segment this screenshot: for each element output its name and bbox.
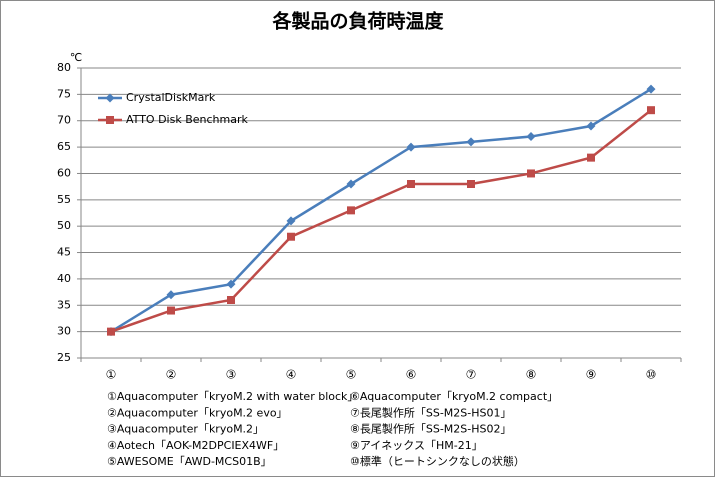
legend-marker xyxy=(105,93,115,103)
legend-label: CrystalDiskMark xyxy=(126,91,216,104)
data-point xyxy=(226,279,236,289)
y-axis-label: ℃ xyxy=(70,51,82,64)
y-tick-label: 70 xyxy=(57,114,71,127)
series-line xyxy=(110,88,652,333)
data-point xyxy=(467,180,475,188)
x-tick-label: ③ xyxy=(226,368,237,382)
x-tick-label: ⑩ xyxy=(646,368,657,382)
y-tick-label: 65 xyxy=(57,140,71,153)
x-tick-label: ⑨ xyxy=(586,368,597,382)
chart-title: 各製品の負荷時温度 xyxy=(271,10,444,33)
data-point xyxy=(167,306,175,315)
x-tick-label: ② xyxy=(166,368,177,382)
data-point xyxy=(586,121,596,131)
annotation: ①Aquacomputer「kryoM.2 with water block」 xyxy=(107,390,358,403)
annotation: ⑩標準（ヒートシンクなしの状態） xyxy=(350,454,525,468)
series-line xyxy=(110,109,652,333)
data-point xyxy=(227,296,235,304)
annotation: ⑦長尾製作所「SS-M2S-HS01」 xyxy=(350,405,512,419)
data-point xyxy=(286,216,296,226)
x-tick-label: ⑧ xyxy=(526,368,537,382)
annotation: ⑥Aquacomputer「kryoM.2 compact」 xyxy=(350,390,558,403)
annotation: ⑨アイネックス「HM-21」 xyxy=(350,439,483,452)
y-tick-label: 45 xyxy=(57,246,71,259)
data-point xyxy=(287,232,295,241)
y-tick-label: 35 xyxy=(57,298,71,311)
data-point xyxy=(347,206,355,215)
x-tick-label: ① xyxy=(106,368,117,382)
x-tick-label: ⑦ xyxy=(466,368,477,382)
x-tick-label: ⑤ xyxy=(346,368,357,382)
y-tick-label: 25 xyxy=(57,351,71,364)
y-tick-label: 75 xyxy=(57,87,71,100)
annotation: ③Aquacomputer「kryoM.2」 xyxy=(107,423,264,436)
x-tick-label: ④ xyxy=(286,368,297,382)
y-tick-label: 30 xyxy=(57,325,71,338)
data-point xyxy=(407,180,415,188)
data-point xyxy=(647,106,655,115)
data-point xyxy=(466,137,476,147)
y-tick-label: 55 xyxy=(57,193,71,206)
data-point xyxy=(587,153,595,162)
annotation: ⑧長尾製作所「SS-M2S-HS02」 xyxy=(350,422,512,436)
data-point xyxy=(406,142,416,152)
legend-label: ATTO Disk Benchmark xyxy=(126,113,248,126)
data-point xyxy=(107,327,115,336)
data-point xyxy=(166,290,176,300)
y-tick-label: 40 xyxy=(57,272,71,285)
x-tick-label: ⑥ xyxy=(406,368,417,382)
legend-marker xyxy=(106,116,114,124)
y-tick-label: 50 xyxy=(57,219,71,232)
annotation: ④Aotech「AOK-M2DPCIEX4WF」 xyxy=(107,439,284,452)
annotation: ⑤AWESOME「AWD-MCS01B」 xyxy=(107,455,272,468)
data-point xyxy=(646,84,656,94)
y-tick-label: 60 xyxy=(57,166,71,179)
annotation: ②Aquacomputer「kryoM.2 evo」 xyxy=(107,406,288,419)
data-point xyxy=(527,169,535,178)
data-point xyxy=(526,132,536,142)
y-tick-label: 80 xyxy=(57,61,71,74)
data-point xyxy=(346,179,356,189)
